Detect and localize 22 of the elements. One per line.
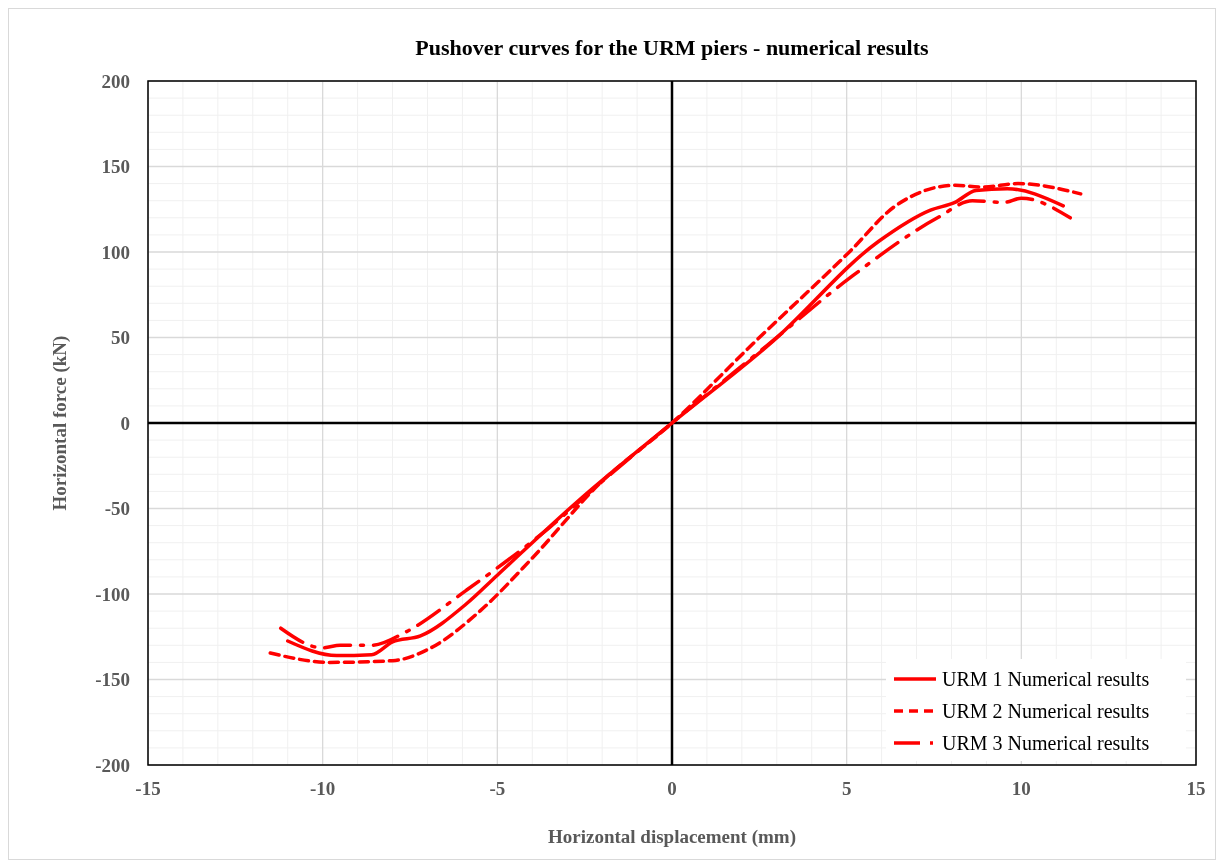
y-tick-label: 200 [101, 70, 130, 92]
legend-label: URM 1 Numerical results [942, 668, 1150, 690]
y-tick-label: -200 [95, 754, 130, 776]
x-tick-label: 10 [1011, 778, 1031, 799]
x-tick-label: 15 [1186, 778, 1206, 799]
x-tick-label: 0 [667, 778, 677, 799]
y-axis-title: Horizontal force (kN) [49, 335, 71, 511]
y-tick-label: -150 [95, 669, 130, 691]
y-tick-label: 0 [120, 412, 130, 434]
legend-label: URM 2 Numerical results [942, 700, 1150, 722]
x-tick-label: -10 [310, 778, 336, 799]
x-tick-label: -15 [135, 778, 161, 799]
chart-title: Pushover curves for the URM piers - numerical results [415, 35, 930, 60]
y-tick-label: -50 [104, 498, 130, 520]
legend-label: URM 3 Numerical results [942, 732, 1150, 754]
y-tick-label: -100 [95, 583, 130, 605]
x-axis-title: Horizontal displacement (mm) [547, 826, 797, 848]
y-tick-label: 50 [111, 327, 130, 349]
y-tick-label: 100 [101, 241, 130, 263]
y-tick-label: 150 [101, 156, 130, 178]
x-tick-label: -5 [489, 778, 506, 799]
x-tick-label: 5 [841, 778, 852, 799]
